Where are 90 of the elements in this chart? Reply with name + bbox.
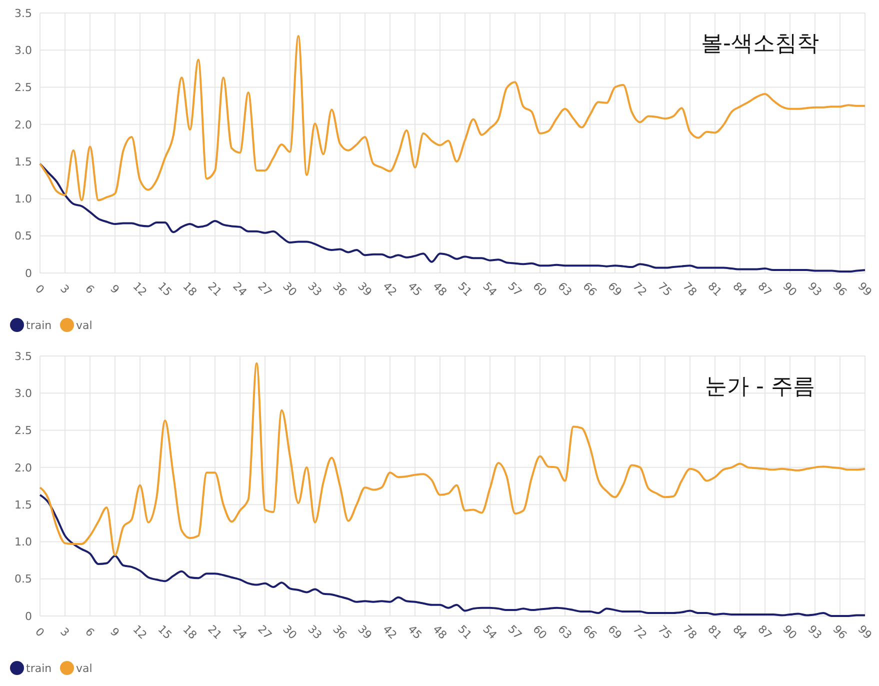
legend-label: train — [26, 662, 52, 675]
x-tick-label: 84 — [730, 622, 750, 642]
y-tick-label: 1.0 — [14, 192, 32, 206]
x-tick-label: 54 — [480, 622, 500, 642]
y-tick-label: 0 — [25, 610, 32, 623]
line-series — [39, 35, 866, 202]
x-tick-label: 90 — [780, 280, 800, 299]
x-tick-label: 18 — [180, 280, 200, 299]
x-tick-label: 66 — [580, 280, 600, 299]
legend-label: train — [26, 318, 52, 332]
x-tick-label: 45 — [405, 622, 424, 642]
x-tick-label: 36 — [330, 280, 350, 299]
x-tick-label: 96 — [830, 622, 850, 642]
x-tick-label: 30 — [280, 622, 300, 642]
x-tick-label: 78 — [680, 622, 700, 642]
x-tick-label: 87 — [755, 280, 774, 299]
y-tick-label: 1.0 — [14, 536, 32, 549]
x-tick-label: 72 — [630, 280, 650, 299]
x-tick-label: 93 — [805, 280, 824, 299]
y-tick-label: 3.0 — [14, 386, 32, 400]
x-tick-label: 63 — [555, 622, 574, 642]
x-tick-label: 90 — [780, 622, 800, 642]
x-tick-label: 69 — [605, 280, 624, 299]
x-tick-label: 39 — [355, 280, 374, 299]
x-tick-label: 42 — [380, 280, 400, 299]
x-tick-label: 21 — [205, 280, 224, 299]
x-tick-label: 24 — [230, 280, 250, 299]
x-tick-label: 51 — [455, 280, 474, 299]
x-tick-label: 3 — [58, 282, 72, 296]
y-tick-label: 1.5 — [14, 498, 32, 512]
y-tick-label: 1.5 — [14, 155, 32, 168]
x-tick-label: 9 — [108, 282, 122, 296]
x-tick-label: 15 — [155, 622, 174, 642]
x-tick-label: 63 — [555, 280, 574, 299]
x-tick-label: 6 — [82, 282, 97, 296]
y-tick-label: 2.0 — [14, 461, 32, 474]
x-tick-label: 27 — [255, 280, 274, 299]
x-tick-label: 75 — [655, 280, 674, 299]
x-tick-label: 69 — [605, 622, 624, 642]
y-tick-label: 0.5 — [14, 572, 32, 586]
x-tick-label: 72 — [630, 622, 650, 642]
x-tick-label: 42 — [380, 622, 400, 642]
y-tick-label: 2.5 — [14, 81, 32, 94]
x-tick-label: 45 — [405, 280, 424, 299]
x-tick-label: 60 — [530, 622, 550, 642]
x-tick-label: 12 — [130, 280, 150, 299]
x-tick-label: 57 — [505, 622, 524, 642]
x-tick-label: 3 — [58, 625, 72, 640]
x-tick-label: 99 — [855, 280, 874, 299]
y-tick-label: 2.0 — [14, 118, 32, 132]
x-tick-label: 36 — [330, 622, 350, 642]
x-tick-label: 87 — [755, 622, 774, 642]
y-tick-label: 3.5 — [14, 6, 32, 20]
x-tick-label: 9 — [108, 625, 122, 640]
x-tick-label: 78 — [680, 280, 700, 299]
text: 볼-색소침착 — [701, 32, 819, 57]
text: 눈가 - 주름 — [705, 374, 815, 400]
x-tick-label: 15 — [155, 280, 174, 299]
legend-label: val — [76, 318, 92, 332]
x-tick-label: 99 — [855, 622, 874, 642]
x-tick-label: 48 — [430, 280, 450, 299]
x-tick-label: 75 — [655, 622, 674, 642]
x-tick-label: 21 — [205, 622, 224, 642]
x-tick-label: 51 — [455, 622, 474, 642]
x-tick-label: 54 — [480, 280, 500, 299]
x-tick-label: 93 — [805, 622, 824, 642]
x-tick-label: 12 — [130, 622, 150, 642]
y-tick-label: 3.0 — [14, 44, 32, 57]
y-tick-label: 2.5 — [14, 424, 32, 438]
legend-label: val — [76, 662, 92, 675]
y-tick-label: 3.5 — [14, 350, 32, 363]
x-tick-label: 30 — [280, 280, 300, 299]
x-tick-label: 24 — [230, 622, 250, 642]
x-tick-label: 33 — [305, 280, 324, 299]
x-tick-label: 48 — [430, 622, 450, 642]
line-series — [39, 362, 866, 556]
x-tick-label: 33 — [305, 622, 324, 642]
x-tick-label: 60 — [530, 280, 550, 299]
x-tick-label: 66 — [580, 622, 600, 642]
x-tick-label: 6 — [82, 625, 97, 640]
x-tick-label: 96 — [830, 280, 850, 299]
x-tick-label: 27 — [255, 622, 274, 642]
x-tick-label: 84 — [730, 280, 750, 299]
x-tick-label: 81 — [705, 280, 724, 299]
x-tick-label: 18 — [180, 622, 200, 642]
x-tick-label: 57 — [505, 280, 524, 299]
y-tick-label: 0 — [25, 266, 32, 280]
x-tick-label: 39 — [355, 622, 374, 642]
x-tick-label: 81 — [705, 622, 724, 642]
y-tick-label: 0.5 — [14, 230, 32, 243]
